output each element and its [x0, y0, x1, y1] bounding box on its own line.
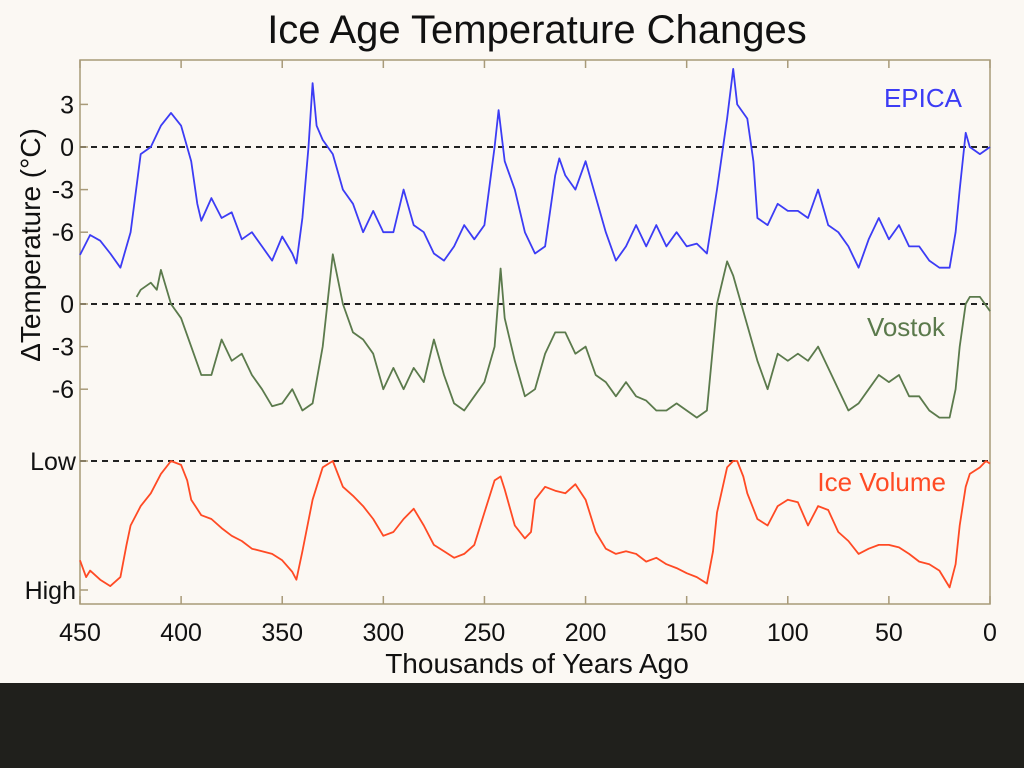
series-line-vostok [135, 253, 991, 419]
series-label: EPICA [884, 83, 963, 113]
x-axis-label: Thousands of Years Ago [385, 648, 689, 679]
x-tick-label: 400 [160, 619, 202, 647]
x-tick-label: 50 [875, 619, 903, 647]
x-tick-label: 200 [565, 619, 607, 647]
chart-title: Ice Age Temperature Changes [267, 8, 807, 52]
y-tick-label: -6 [52, 219, 74, 247]
y-tick-label: -3 [52, 334, 74, 362]
series-line-ice-volume [79, 460, 991, 589]
x-tick-label: 100 [767, 619, 809, 647]
x-tick-label: 350 [261, 619, 303, 647]
y-tick-label: Low [30, 448, 77, 476]
series-label: Vostok [867, 312, 946, 342]
y-axis-label: ΔTemperature (°C) [15, 128, 46, 362]
y-tick-label: 3 [60, 91, 74, 119]
x-tick-label: 250 [464, 619, 506, 647]
y-tick-label: 0 [60, 291, 74, 319]
series-line-epica [79, 68, 991, 269]
y-tick-label: High [25, 577, 76, 605]
x-tick-label: 150 [666, 619, 708, 647]
x-tick-label: 0 [983, 619, 997, 647]
y-tick-label: -3 [52, 177, 74, 205]
x-tick-label: 450 [59, 619, 101, 647]
y-tick-label: 0 [60, 134, 74, 162]
x-tick-label: 300 [362, 619, 404, 647]
bottom-bar [0, 683, 1024, 768]
series-label: Ice Volume [817, 467, 946, 497]
plot-frame [79, 59, 991, 605]
ice-age-chart: Ice Age Temperature Changes ΔTemperature… [15, 8, 997, 679]
y-tick-label: -6 [52, 376, 74, 404]
